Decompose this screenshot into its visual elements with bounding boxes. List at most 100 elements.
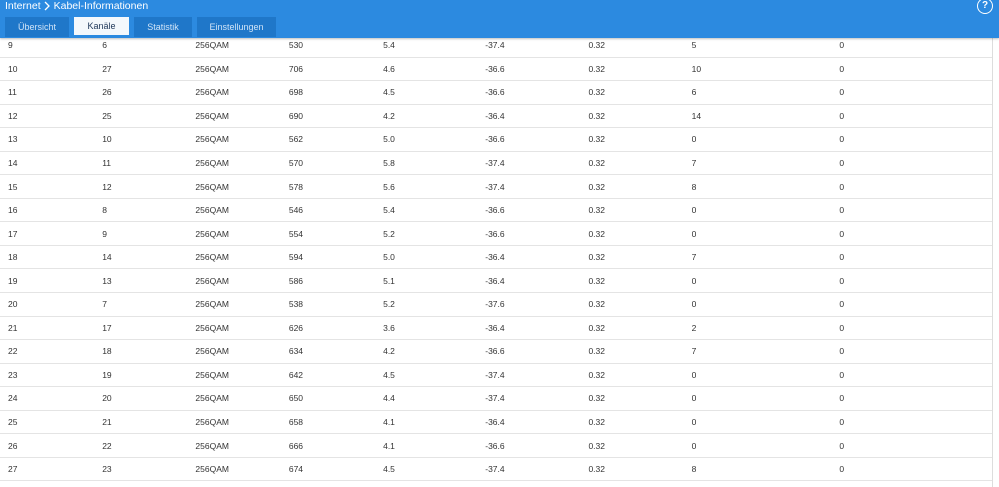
table-cell: 0	[839, 80, 992, 105]
table-cell: 0.32	[588, 386, 692, 411]
table-cell: 0.32	[588, 174, 692, 199]
table-row: 19 13 256QAM 586 5.1 -36.4 0.32 0 0	[0, 268, 992, 294]
table-row: 22 18 256QAM 634 4.2 -36.6 0.32 7 0	[0, 339, 992, 364]
table-row: 27 23 256QAM 674 4.5 -37.4 0.32 8 0	[0, 457, 992, 482]
header: Internet Kabel-Informationen ? Übersicht…	[0, 0, 999, 38]
breadcrumb-item[interactable]: Internet	[5, 0, 41, 12]
table-cell: 594	[288, 245, 384, 270]
table-cell: 0	[839, 410, 992, 435]
table-cell: 256QAM	[195, 127, 289, 152]
table-cell: -36.4	[485, 268, 589, 294]
table-cell: 0.32	[588, 151, 692, 176]
table-cell: 5.2	[383, 292, 486, 317]
table-cell: 3.6	[383, 316, 486, 341]
table-cell: 19	[102, 363, 196, 388]
table-cell: 18	[102, 339, 196, 364]
table-cell: 4.2	[383, 339, 486, 364]
table-row: 23 19 256QAM 642 4.5 -37.4 0.32 0 0	[0, 363, 992, 388]
table-cell: 4.6	[383, 57, 486, 82]
table-cell: 12	[102, 174, 196, 199]
table-cell: 20	[102, 386, 196, 411]
table-cell: 0	[839, 316, 992, 341]
table-cell: 626	[288, 316, 384, 341]
table-row: 17 9 256QAM 554 5.2 -36.6 0.32 0 0	[0, 221, 992, 246]
table-cell: 13	[0, 127, 103, 152]
table-cell: 6	[102, 34, 196, 58]
table-cell: 0.32	[588, 363, 692, 388]
table-cell: 0	[691, 268, 840, 294]
table-cell: 25	[0, 410, 103, 435]
table-cell: 256QAM	[195, 386, 289, 411]
table-cell: 4.1	[383, 410, 486, 435]
table-cell: 0.32	[588, 80, 692, 105]
table-cell: 0	[839, 174, 992, 199]
table-row: 14 11 256QAM 570 5.8 -37.4 0.32 7 0	[0, 151, 992, 176]
help-button[interactable]: ?	[977, 0, 993, 14]
table-cell: 0.32	[588, 221, 692, 246]
table-cell: 256QAM	[195, 174, 289, 199]
table-cell: 27	[0, 457, 103, 482]
table-cell: 5.8	[383, 151, 486, 176]
table-cell: -36.4	[485, 316, 589, 341]
table-row: 13 10 256QAM 562 5.0 -36.6 0.32 0 0	[0, 127, 992, 152]
table-cell: 0	[839, 245, 992, 270]
table-cell: 0.32	[588, 34, 692, 58]
tab[interactable]: Statistik	[134, 17, 192, 37]
table-cell: 0	[691, 127, 840, 152]
table-cell: -37.4	[485, 457, 589, 482]
table-cell: -36.6	[485, 339, 589, 364]
table-cell: -37.4	[485, 386, 589, 411]
table-cell: 18	[0, 245, 103, 270]
table-cell: 4.5	[383, 363, 486, 388]
table-row: 26 22 256QAM 666 4.1 -36.6 0.32 0 0	[0, 433, 992, 458]
table-cell: -36.6	[485, 80, 589, 105]
tab[interactable]: Einstellungen	[197, 17, 276, 37]
table-cell: -37.4	[485, 363, 589, 388]
table-cell: 8	[691, 174, 840, 199]
table-cell: 0.32	[588, 410, 692, 435]
table-cell: 0	[839, 363, 992, 388]
table-cell: 14	[0, 151, 103, 176]
table-cell: 256QAM	[195, 221, 289, 246]
table-row: 15 12 256QAM 578 5.6 -37.4 0.32 8 0	[0, 174, 992, 199]
table-cell: -36.4	[485, 410, 589, 435]
table-cell: -37.4	[485, 174, 589, 199]
table-cell: 23	[102, 457, 196, 482]
table-cell: 22	[0, 339, 103, 364]
table-cell: 256QAM	[195, 457, 289, 482]
table-cell: 6	[691, 80, 840, 105]
table-cell: 256QAM	[195, 151, 289, 176]
table-row: 12 25 256QAM 690 4.2 -36.4 0.32 14 0	[0, 104, 992, 129]
table-cell: 0	[691, 292, 840, 317]
table-cell: 0	[839, 339, 992, 364]
table-cell: 0	[839, 151, 992, 176]
table-cell: 690	[288, 104, 384, 129]
table-row: 16 8 256QAM 546 5.4 -36.6 0.32 0 0	[0, 198, 992, 223]
table-cell: 21	[102, 410, 196, 435]
table-cell: 4.1	[383, 433, 486, 458]
table-cell: 0	[839, 127, 992, 152]
table-cell: 706	[288, 57, 384, 82]
table-cell: 0	[839, 198, 992, 223]
table-cell: 26	[0, 433, 103, 458]
table-cell: -36.6	[485, 127, 589, 152]
table-cell: 538	[288, 292, 384, 317]
tab-bar: Übersicht Kanäle Statistik Einstellungen	[5, 17, 276, 37]
table-cell: 21	[0, 316, 103, 341]
tab[interactable]: Kanäle	[74, 17, 129, 37]
table-cell: -37.4	[485, 151, 589, 176]
table-cell: 0.32	[588, 316, 692, 341]
table-cell: -36.6	[485, 221, 589, 246]
table-cell: 0	[839, 34, 992, 58]
table-cell: 11	[102, 151, 196, 176]
table-cell: 24	[0, 386, 103, 411]
table-cell: 14	[691, 104, 840, 129]
table-cell: 23	[0, 363, 103, 388]
breadcrumb-item: Kabel-Informationen	[53, 0, 149, 12]
table-row: 20 7 256QAM 538 5.2 -37.6 0.32 0 0	[0, 292, 992, 317]
table-cell: 554	[288, 221, 384, 246]
tab[interactable]: Übersicht	[5, 17, 69, 37]
table-cell: 4.5	[383, 457, 486, 482]
table-cell: 578	[288, 174, 384, 199]
